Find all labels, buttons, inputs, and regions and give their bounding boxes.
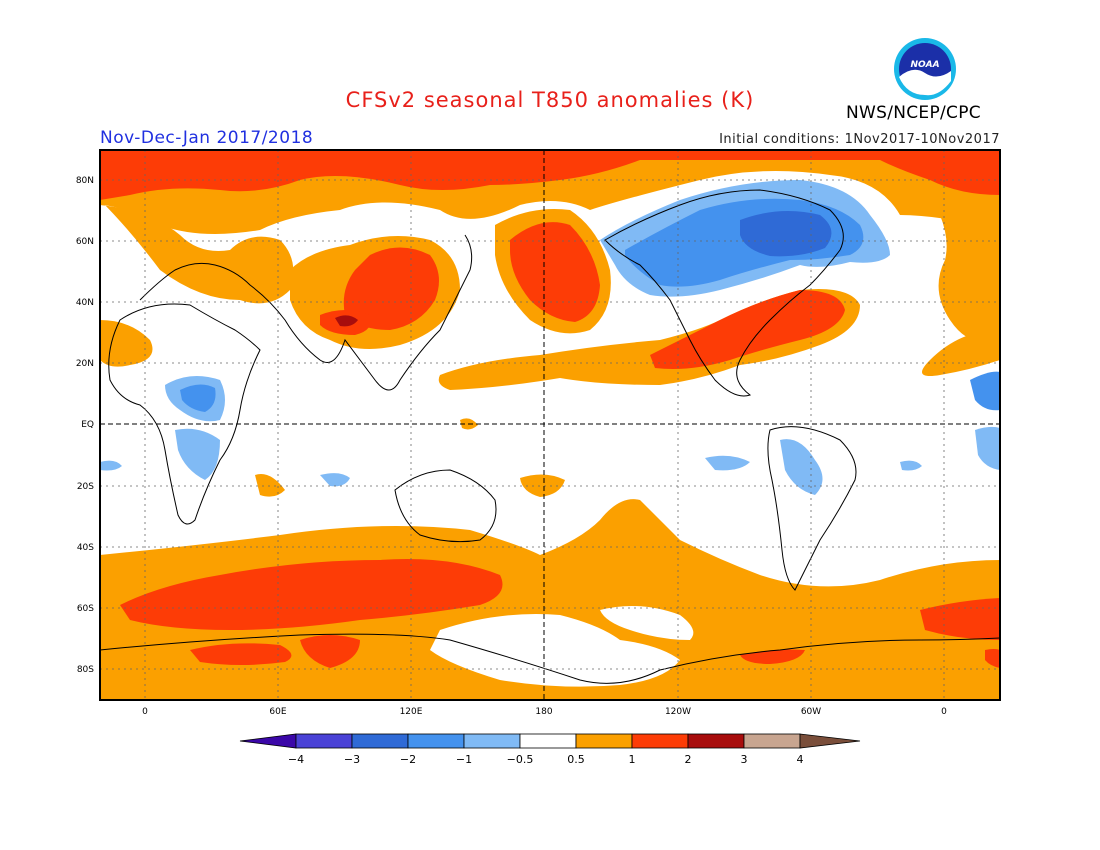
map-title: CFSv2 seasonal T850 anomalies (K) [345,88,755,112]
latitude-axis: 80N 60N 40N 20N EQ 20S 40S 60S 80S [76,176,94,675]
lat-label: 60S [77,604,94,614]
colorbar-label: −2 [400,753,416,766]
lon-label: 60E [269,707,286,717]
colorbar-arrow-right [799,733,861,749]
colorbar-label: −4 [288,753,304,766]
lat-label: 80N [76,176,94,186]
noaa-logo-icon: NOAA [893,37,957,101]
lon-label: 120E [400,707,423,717]
colorbar-label: 2 [685,753,692,766]
colorbar-swatch [575,733,633,749]
colorbar-swatch [743,733,801,749]
colorbar-swatch [519,733,577,749]
initial-conditions: Initial conditions: 1Nov2017-10Nov2017 [719,132,1000,147]
colorbar-label: 0.5 [567,753,585,766]
colorbar-label: 3 [741,753,748,766]
lon-label: 120W [665,707,691,717]
colorbar-swatch [631,733,689,749]
lon-label: 180 [535,707,552,717]
lat-label: 20S [77,482,94,492]
colorbar-swatch [463,733,521,749]
lon-label: 60W [801,707,821,717]
colorbar-swatch [407,733,465,749]
colorbar-arrow-left [239,733,297,749]
colorbar-swatch [295,733,353,749]
lon-label: 0 [142,707,148,717]
colorbar-label: 1 [629,753,636,766]
lat-label: 20N [76,359,94,369]
colorbar-swatch [351,733,409,749]
colorbar-label: −3 [344,753,360,766]
lat-label: 80S [77,665,94,675]
lat-label: 60N [76,237,94,247]
map-frame [99,149,1001,701]
lat-label: 40N [76,298,94,308]
colorbar: −4 −3 −2 −1 −0.5 0.5 1 2 3 4 [239,733,861,766]
gridlines [100,150,1000,700]
longitude-axis: 0 60E 120E 180 120W 60W 0 [142,707,947,717]
anomaly-field [100,150,1000,700]
lat-label: EQ [81,420,94,430]
lat-label: 40S [77,543,94,553]
agency-label: NWS/NCEP/CPC [846,103,981,123]
colorbar-label: 4 [797,753,804,766]
reference-lines [100,150,1000,700]
colorbar-label: −0.5 [507,753,534,766]
lon-label: 0 [941,707,947,717]
logo-text: NOAA [910,60,940,70]
colorbar-swatch [687,733,745,749]
forecast-period: Nov-Dec-Jan 2017/2018 [100,128,314,148]
colorbar-label: −1 [456,753,472,766]
coastlines [100,189,1000,684]
